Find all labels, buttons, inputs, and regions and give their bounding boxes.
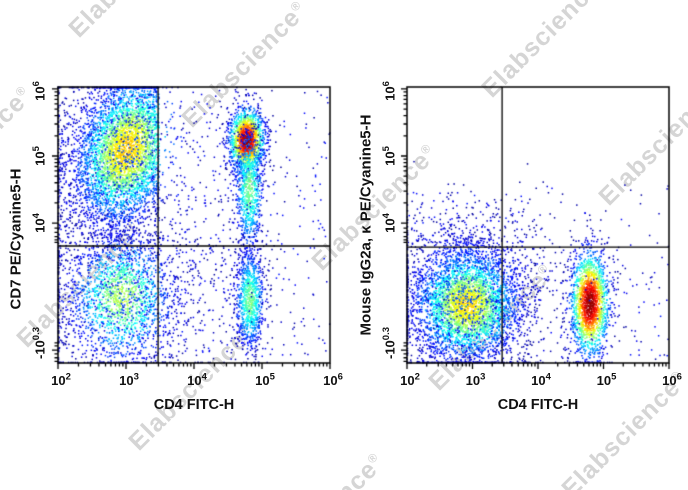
y-tick-label: -100.3 xyxy=(31,327,48,360)
y-tick-label: 104 xyxy=(381,213,398,233)
right-dot-plot-canvas xyxy=(399,85,671,371)
right-plot-x-axis-title: CD4 FITC-H xyxy=(497,397,579,413)
x-tick-label: 103 xyxy=(119,371,139,388)
y-tick-label: 106 xyxy=(381,80,398,101)
x-tick-label: 102 xyxy=(400,371,420,388)
x-tick-label: 103 xyxy=(465,371,486,388)
y-tick-label: 104 xyxy=(31,213,48,233)
x-tick-label: 106 xyxy=(323,371,343,388)
right-plot-y-axis-title: Mouse IgG2a, κ PE/Cyanine5-H xyxy=(357,114,375,336)
x-tick-label: 104 xyxy=(531,371,551,388)
left-dot-plot-canvas xyxy=(50,85,332,371)
watermark-text: Elabscience® xyxy=(63,0,200,44)
x-tick-label: 105 xyxy=(255,371,275,388)
left-plot-x-axis-title: CD4 FITC-H xyxy=(153,397,235,413)
y-tick-label: 105 xyxy=(31,146,48,166)
y-tick-label: 105 xyxy=(381,146,398,166)
x-tick-label: 105 xyxy=(596,371,617,388)
y-tick-label: -100.3 xyxy=(381,327,398,360)
x-tick-label: 102 xyxy=(51,371,71,388)
x-tick-label: 104 xyxy=(187,371,207,388)
left-plot-y-axis-title: CD7 PE/Cyanine5-H xyxy=(7,168,25,310)
x-tick-label: 106 xyxy=(662,371,682,388)
y-tick-label: 106 xyxy=(31,80,48,101)
watermark-text: Elabscience® xyxy=(253,449,383,490)
